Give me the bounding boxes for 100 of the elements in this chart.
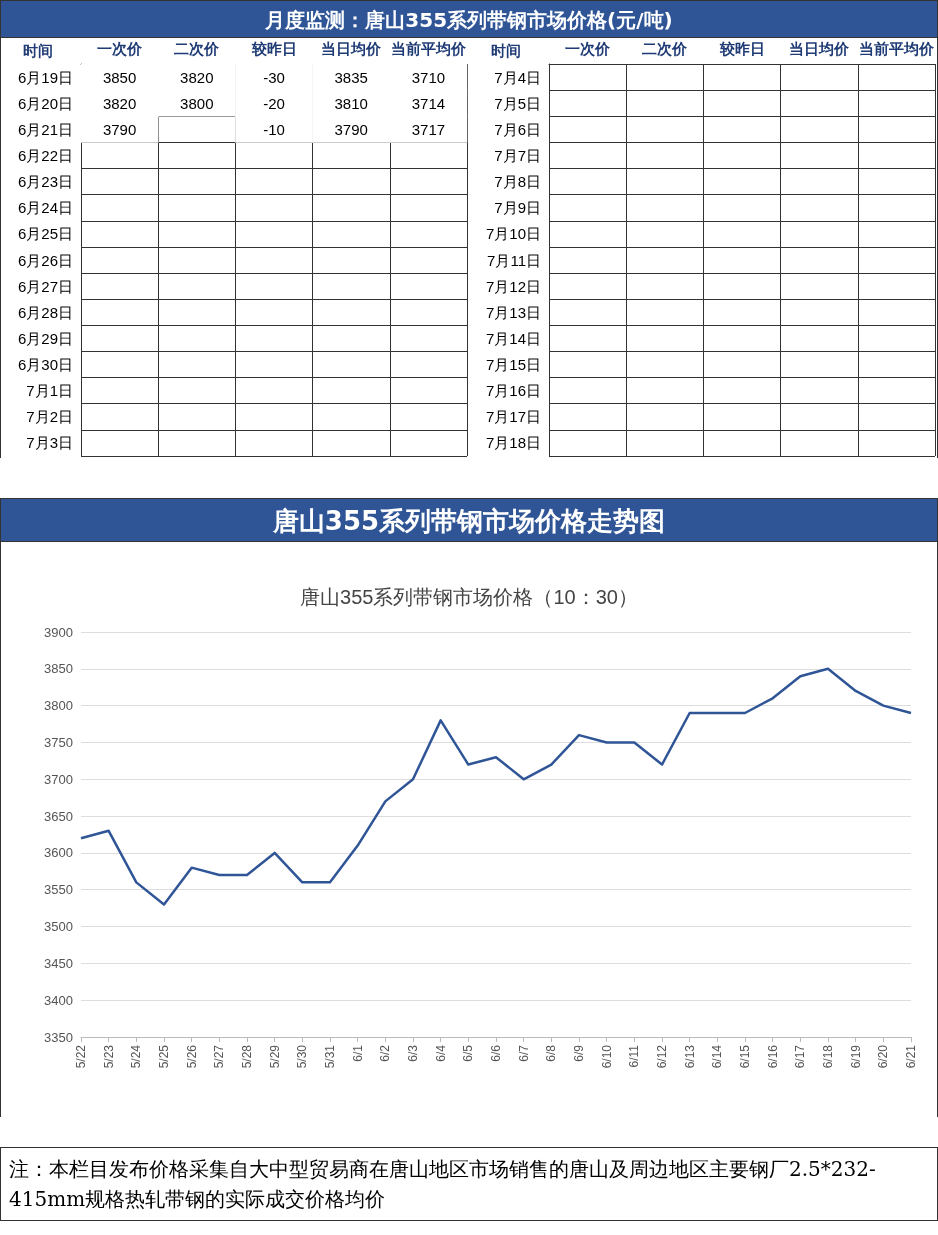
x-tick-label: 6/7 <box>516 1044 531 1062</box>
y-tick-label: 7月11日 <box>487 251 541 269</box>
y-tick-label: 3350 <box>44 1029 73 1045</box>
x-tick-label: 较昨日 <box>250 40 297 57</box>
y-axis-title: 时间 <box>491 42 521 59</box>
y-tick-label: 6月26日 <box>17 251 73 269</box>
x-tick-label: 6/21 <box>904 1044 918 1069</box>
y-tick-label: 3650 <box>44 808 73 824</box>
y-tick-label: 7月14日 <box>485 329 541 347</box>
line-series <box>79 667 913 906</box>
y-tick-label: 6月25日 <box>17 225 73 243</box>
y-tick-label: 7月8日 <box>494 173 541 191</box>
x-tick-label: 6/5 <box>461 1044 476 1062</box>
x-tick-label: 5/27 <box>212 1044 227 1069</box>
x-tick-label: 6/18 <box>821 1044 835 1069</box>
x-tick-label: 5/31 <box>323 1044 337 1069</box>
data-label: -30 <box>263 68 285 86</box>
y-tick-label: 3900 <box>44 624 73 640</box>
y-tick-label: 3750 <box>44 734 73 750</box>
x-tick-label: 5/29 <box>267 1044 282 1069</box>
x-tick-label: 6/10 <box>599 1044 614 1069</box>
x-tick-label: 6/12 <box>655 1044 669 1069</box>
x-tick-label: 6/15 <box>738 1044 752 1069</box>
data-label: 3835 <box>334 68 368 86</box>
y-tick-label: 7月12日 <box>485 277 541 295</box>
x-tick-label: 6/16 <box>765 1044 780 1069</box>
data-label: 3800 <box>180 94 214 112</box>
y-tick-label: 3800 <box>44 698 73 714</box>
y-tick-label: 3500 <box>44 919 73 935</box>
data-label: 3820 <box>180 68 214 86</box>
x-tick-label: 5/23 <box>101 1044 116 1069</box>
x-tick-label: 6/4 <box>433 1044 448 1062</box>
y-tick-label: 7月18日 <box>485 434 541 452</box>
x-tick-label: 二次价 <box>642 40 689 57</box>
y-tick-label: 6月21日 <box>17 120 73 138</box>
y-tick-label: 7月4日 <box>494 68 541 86</box>
x-tick-label: 当日均价 <box>321 40 383 57</box>
y-tick-label: 3700 <box>44 771 73 787</box>
y-tick-label: 7月7日 <box>494 146 541 164</box>
x-tick-label: 6/17 <box>793 1044 808 1069</box>
x-tick-label: 6/14 <box>710 1044 725 1069</box>
y-tick-label: 6月27日 <box>17 277 73 295</box>
x-tick-label: 5/26 <box>184 1044 199 1069</box>
data-label: -10 <box>263 120 285 138</box>
x-tick-label: 5/22 <box>74 1044 88 1069</box>
data-label: -20 <box>263 94 285 112</box>
data-label: 3810 <box>334 94 368 112</box>
x-tick-label: 6/11 <box>627 1044 642 1068</box>
chart-title: 唐山355系列带钢市场价格走势图 <box>0 498 938 542</box>
y-tick-label: 6月28日 <box>17 303 73 321</box>
x-tick-label: 当日均价 <box>789 40 851 57</box>
y-tick-label: 7月10日 <box>485 225 541 243</box>
x-tick-label: 6/2 <box>378 1044 393 1062</box>
x-tick-label: 6/20 <box>876 1044 891 1069</box>
data-label: 3790 <box>334 120 368 138</box>
y-tick-label: 6月30日 <box>17 356 73 374</box>
y-tick-label: 7月3日 <box>26 434 73 452</box>
y-tick-label: 3550 <box>44 882 73 898</box>
data-label: 3717 <box>411 120 446 138</box>
x-tick-label: 5/24 <box>129 1044 144 1069</box>
data-label: 3714 <box>411 94 446 112</box>
y-tick-label: 7月15日 <box>485 356 541 374</box>
data-label: 3820 <box>102 94 137 112</box>
x-tick-label: 较昨日 <box>718 40 765 57</box>
x-tick-label: 6/6 <box>489 1044 503 1062</box>
x-tick-label: 6/1 <box>350 1044 365 1062</box>
text: 注：本栏目发布价格采集自大中型贸易商在唐山地区市场销售的唐山及周边地区主要钢厂2.5*232-415mm规格热轧带钢的实际成交价格均价 <box>0 1147 938 1221</box>
x-tick-label: 5/25 <box>157 1044 171 1069</box>
data-label: 3790 <box>102 120 137 138</box>
y-tick-label: 7月5日 <box>494 94 541 112</box>
y-tick-label: 3450 <box>44 955 73 971</box>
y-tick-label: 7月2日 <box>26 408 73 426</box>
x-tick-label: 当前平均价 <box>390 40 467 57</box>
x-tick-label: 一次价 <box>97 40 144 57</box>
x-tick-label: 6/8 <box>544 1044 559 1062</box>
x-tick-label: 5/28 <box>240 1044 254 1069</box>
y-tick-label: 6月29日 <box>17 329 73 347</box>
x-tick-label: 二次价 <box>174 40 221 57</box>
x-tick-label: 6/3 <box>406 1044 420 1062</box>
y-tick-label: 7月9日 <box>494 199 541 217</box>
data-label: 3710 <box>411 68 446 86</box>
x-tick-label: 5/30 <box>295 1044 310 1069</box>
y-tick-label: 3400 <box>44 992 73 1008</box>
y-tick-label: 6月24日 <box>17 199 73 217</box>
y-tick-label: 6月19日 <box>17 68 73 86</box>
chart-title: 月度监测：唐山355系列带钢市场价格(元/吨) <box>0 0 938 38</box>
y-tick-label: 7月1日 <box>26 382 73 400</box>
y-tick-label: 6月23日 <box>17 173 73 191</box>
y-tick-label: 3600 <box>44 845 73 861</box>
x-tick-label: 6/9 <box>572 1044 586 1062</box>
y-tick-label: 7月13日 <box>485 303 541 321</box>
x-tick-label: 一次价 <box>565 40 612 57</box>
y-axis-title: 时间 <box>23 42 53 59</box>
y-tick-label: 6月22日 <box>17 146 73 164</box>
y-tick-label: 3850 <box>44 661 73 677</box>
chart-subtitle: 唐山355系列带钢市场价格（10：30） <box>300 586 638 608</box>
data-label: 3850 <box>102 68 137 86</box>
y-tick-label: 7月16日 <box>485 382 541 400</box>
y-tick-label: 7月17日 <box>485 408 541 426</box>
y-tick-label: 7月6日 <box>494 120 541 138</box>
